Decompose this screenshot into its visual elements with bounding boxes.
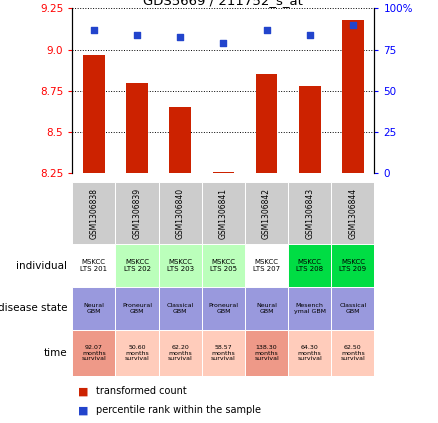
Bar xyxy=(72,330,116,376)
Text: 58.57
months
survival: 58.57 months survival xyxy=(211,345,236,361)
Bar xyxy=(256,74,277,173)
Bar xyxy=(72,244,116,287)
Bar xyxy=(245,287,288,330)
Text: disease state: disease state xyxy=(0,303,67,313)
Bar xyxy=(202,330,245,376)
Bar xyxy=(159,287,202,330)
Title: GDS5669 / 211752_s_at: GDS5669 / 211752_s_at xyxy=(143,0,304,7)
Bar xyxy=(299,86,321,173)
Bar xyxy=(202,244,245,287)
Point xyxy=(263,27,270,33)
Bar xyxy=(331,244,374,287)
Bar xyxy=(159,330,202,376)
Bar xyxy=(72,182,116,244)
Text: GSM1306842: GSM1306842 xyxy=(262,187,271,239)
Bar xyxy=(116,287,159,330)
Bar xyxy=(212,172,234,173)
Bar xyxy=(342,20,364,173)
Text: 62.20
months
survival: 62.20 months survival xyxy=(168,345,193,361)
Text: Classical
GBM: Classical GBM xyxy=(166,303,194,314)
Point xyxy=(134,31,141,38)
Text: GSM1306841: GSM1306841 xyxy=(219,187,228,239)
Point xyxy=(220,40,227,47)
Text: 64.30
months
survival: 64.30 months survival xyxy=(297,345,322,361)
Text: 62.50
months
survival: 62.50 months survival xyxy=(340,345,365,361)
Point xyxy=(306,31,313,38)
Text: MSKCC
LTS 207: MSKCC LTS 207 xyxy=(253,259,280,272)
Text: GSM1306843: GSM1306843 xyxy=(305,187,314,239)
Text: MSKCC
LTS 205: MSKCC LTS 205 xyxy=(210,259,237,272)
Text: time: time xyxy=(43,348,67,358)
Bar xyxy=(170,107,191,173)
Text: individual: individual xyxy=(16,261,67,271)
Text: 138.30
months
survival: 138.30 months survival xyxy=(254,345,279,361)
Bar xyxy=(245,330,288,376)
Text: MSKCC
LTS 208: MSKCC LTS 208 xyxy=(296,259,323,272)
Bar xyxy=(245,244,288,287)
Text: GSM1306840: GSM1306840 xyxy=(176,187,185,239)
Bar xyxy=(159,182,202,244)
Text: MSKCC
LTS 201: MSKCC LTS 201 xyxy=(80,259,107,272)
Text: MSKCC
LTS 203: MSKCC LTS 203 xyxy=(166,259,194,272)
Text: Proneural
GBM: Proneural GBM xyxy=(208,303,238,314)
Bar xyxy=(83,55,105,173)
Text: Proneural
GBM: Proneural GBM xyxy=(122,303,152,314)
Bar xyxy=(126,82,148,173)
Text: MSKCC
LTS 202: MSKCC LTS 202 xyxy=(124,259,151,272)
Bar xyxy=(331,287,374,330)
Bar xyxy=(288,182,331,244)
Bar xyxy=(159,244,202,287)
Text: ■: ■ xyxy=(78,405,89,415)
Text: MSKCC
LTS 209: MSKCC LTS 209 xyxy=(339,259,367,272)
Point xyxy=(90,27,97,33)
Text: GSM1306844: GSM1306844 xyxy=(348,187,357,239)
Point xyxy=(350,22,357,28)
Bar xyxy=(116,182,159,244)
Bar xyxy=(72,287,116,330)
Text: Neural
GBM: Neural GBM xyxy=(256,303,277,314)
Bar xyxy=(202,182,245,244)
Bar xyxy=(202,287,245,330)
Bar xyxy=(331,182,374,244)
Bar xyxy=(288,244,331,287)
Text: 50.60
months
survival: 50.60 months survival xyxy=(125,345,149,361)
Text: GSM1306839: GSM1306839 xyxy=(133,187,141,239)
Text: Classical
GBM: Classical GBM xyxy=(339,303,367,314)
Text: ■: ■ xyxy=(78,386,89,396)
Bar xyxy=(116,244,159,287)
Text: Mesench
ymal GBM: Mesench ymal GBM xyxy=(294,303,326,314)
Bar xyxy=(288,287,331,330)
Bar xyxy=(331,330,374,376)
Text: Neural
GBM: Neural GBM xyxy=(83,303,104,314)
Bar xyxy=(116,330,159,376)
Point xyxy=(177,33,184,40)
Text: GSM1306838: GSM1306838 xyxy=(89,187,99,239)
Text: 92.07
months
survival: 92.07 months survival xyxy=(81,345,106,361)
Bar xyxy=(288,330,331,376)
Text: percentile rank within the sample: percentile rank within the sample xyxy=(96,405,261,415)
Text: transformed count: transformed count xyxy=(96,386,187,396)
Bar xyxy=(245,182,288,244)
